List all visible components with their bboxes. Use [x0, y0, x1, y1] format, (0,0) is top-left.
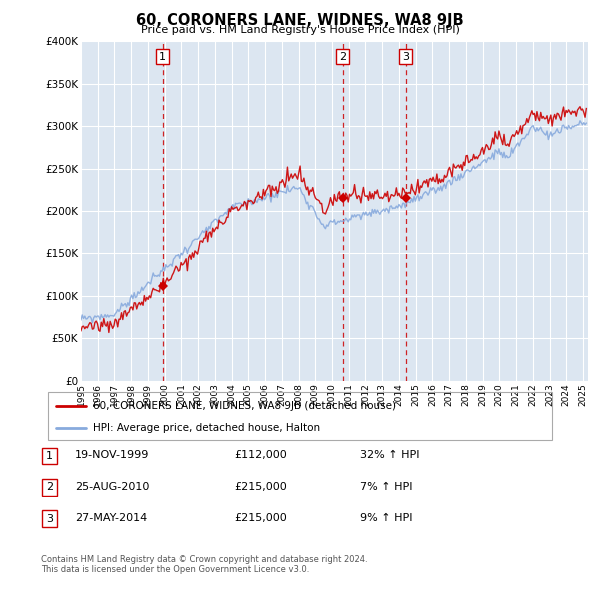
- Text: 60, CORONERS LANE, WIDNES, WA8 9JB (detached house): 60, CORONERS LANE, WIDNES, WA8 9JB (deta…: [94, 401, 397, 411]
- Text: Contains HM Land Registry data © Crown copyright and database right 2024.: Contains HM Land Registry data © Crown c…: [41, 555, 367, 563]
- Text: 2: 2: [46, 483, 53, 492]
- Text: 9% ↑ HPI: 9% ↑ HPI: [360, 513, 413, 523]
- Text: 25-AUG-2010: 25-AUG-2010: [75, 482, 149, 491]
- Text: £215,000: £215,000: [234, 482, 287, 491]
- Text: 32% ↑ HPI: 32% ↑ HPI: [360, 451, 419, 460]
- Text: This data is licensed under the Open Government Licence v3.0.: This data is licensed under the Open Gov…: [41, 565, 309, 574]
- Text: HPI: Average price, detached house, Halton: HPI: Average price, detached house, Halt…: [94, 423, 320, 432]
- Text: £215,000: £215,000: [234, 513, 287, 523]
- Text: 3: 3: [402, 51, 409, 61]
- Text: 1: 1: [46, 451, 53, 461]
- Text: 7% ↑ HPI: 7% ↑ HPI: [360, 482, 413, 491]
- Text: 27-MAY-2014: 27-MAY-2014: [75, 513, 147, 523]
- Text: Price paid vs. HM Land Registry's House Price Index (HPI): Price paid vs. HM Land Registry's House …: [140, 25, 460, 35]
- Text: 19-NOV-1999: 19-NOV-1999: [75, 451, 149, 460]
- Bar: [42, 479, 58, 496]
- Bar: [42, 510, 58, 527]
- Text: 60, CORONERS LANE, WIDNES, WA8 9JB: 60, CORONERS LANE, WIDNES, WA8 9JB: [136, 13, 464, 28]
- Text: 1: 1: [159, 51, 166, 61]
- Bar: [42, 448, 58, 464]
- Text: 3: 3: [46, 514, 53, 523]
- Text: £112,000: £112,000: [234, 451, 287, 460]
- Text: 2: 2: [339, 51, 346, 61]
